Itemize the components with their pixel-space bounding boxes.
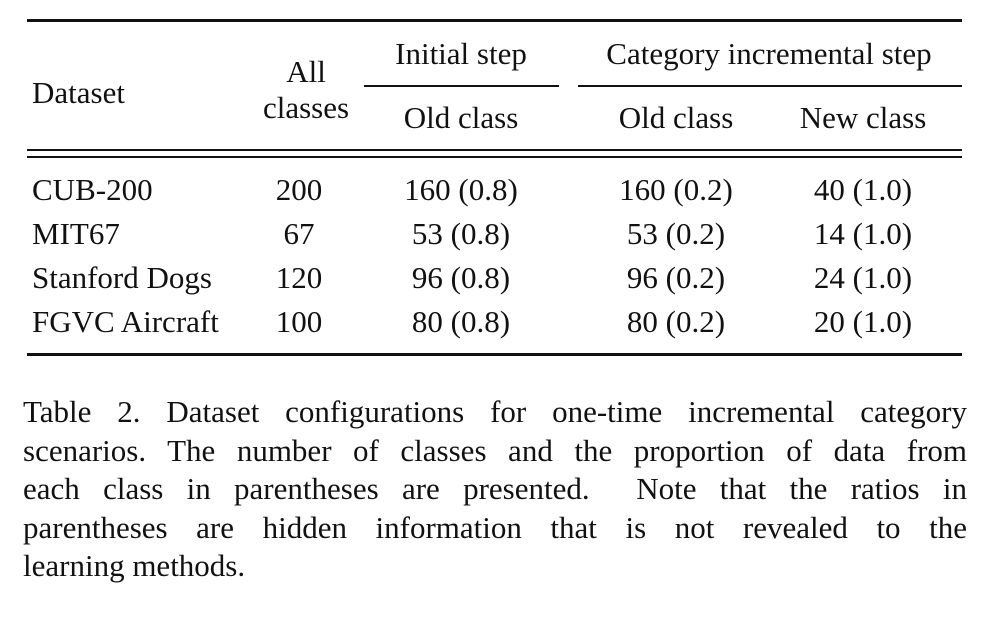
row-incremental-old: 160 (0.2) [619, 172, 733, 207]
header-all-classes-line1: All [286, 54, 326, 89]
row-dataset: MIT67 [32, 216, 120, 251]
row-incremental-new: 24 (1.0) [813, 260, 913, 295]
row-incremental-old: 96 (0.2) [626, 260, 726, 295]
caption-line: learning methods. [23, 548, 246, 583]
row-dataset: Stanford Dogs [32, 260, 212, 295]
caption-line: Table 2. Dataset configurations for one-… [23, 394, 967, 429]
header-incremental-old-class: Old class [618, 100, 734, 135]
header-cmidrule-initial [364, 85, 559, 87]
row-all-classes: 200 [275, 172, 323, 207]
row-incremental-old: 53 (0.2) [626, 216, 726, 251]
row-initial-old: 160 (0.8) [404, 172, 518, 207]
table-caption: Table 2. Dataset configurations for one-… [23, 393, 967, 586]
row-all-classes: 100 [275, 304, 323, 339]
header-all-classes-line2: classes [262, 90, 350, 125]
header-dataset: Dataset [32, 75, 125, 110]
row-dataset: CUB-200 [32, 172, 153, 207]
row-initial-old: 80 (0.8) [411, 304, 511, 339]
row-dataset: FGVC Aircraft [32, 304, 219, 339]
row-incremental-new: 20 (1.0) [813, 304, 913, 339]
row-initial-old: 53 (0.8) [411, 216, 511, 251]
caption-line: scenarios. The number of classes and the… [23, 432, 967, 468]
caption-line: parentheses are hidden information that … [23, 509, 967, 545]
header-incremental-new-class: New class [799, 100, 927, 135]
row-all-classes: 120 [275, 260, 323, 295]
header-initial-step: Initial step [395, 36, 527, 71]
table-top-rule [27, 19, 962, 22]
table-header-rule-1 [27, 149, 962, 151]
row-incremental-new: 40 (1.0) [813, 172, 913, 207]
header-incremental-step: Category incremental step [606, 36, 932, 71]
row-initial-old: 96 (0.8) [411, 260, 511, 295]
row-incremental-new: 14 (1.0) [813, 216, 913, 251]
table-bottom-rule [27, 353, 962, 356]
header-cmidrule-incremental [578, 85, 962, 87]
caption-line: each class in parentheses are presented.… [23, 471, 967, 506]
header-initial-old-class: Old class [403, 100, 519, 135]
row-incremental-old: 80 (0.2) [626, 304, 726, 339]
table-header-rule-2 [27, 156, 962, 158]
row-all-classes: 67 [283, 216, 315, 251]
